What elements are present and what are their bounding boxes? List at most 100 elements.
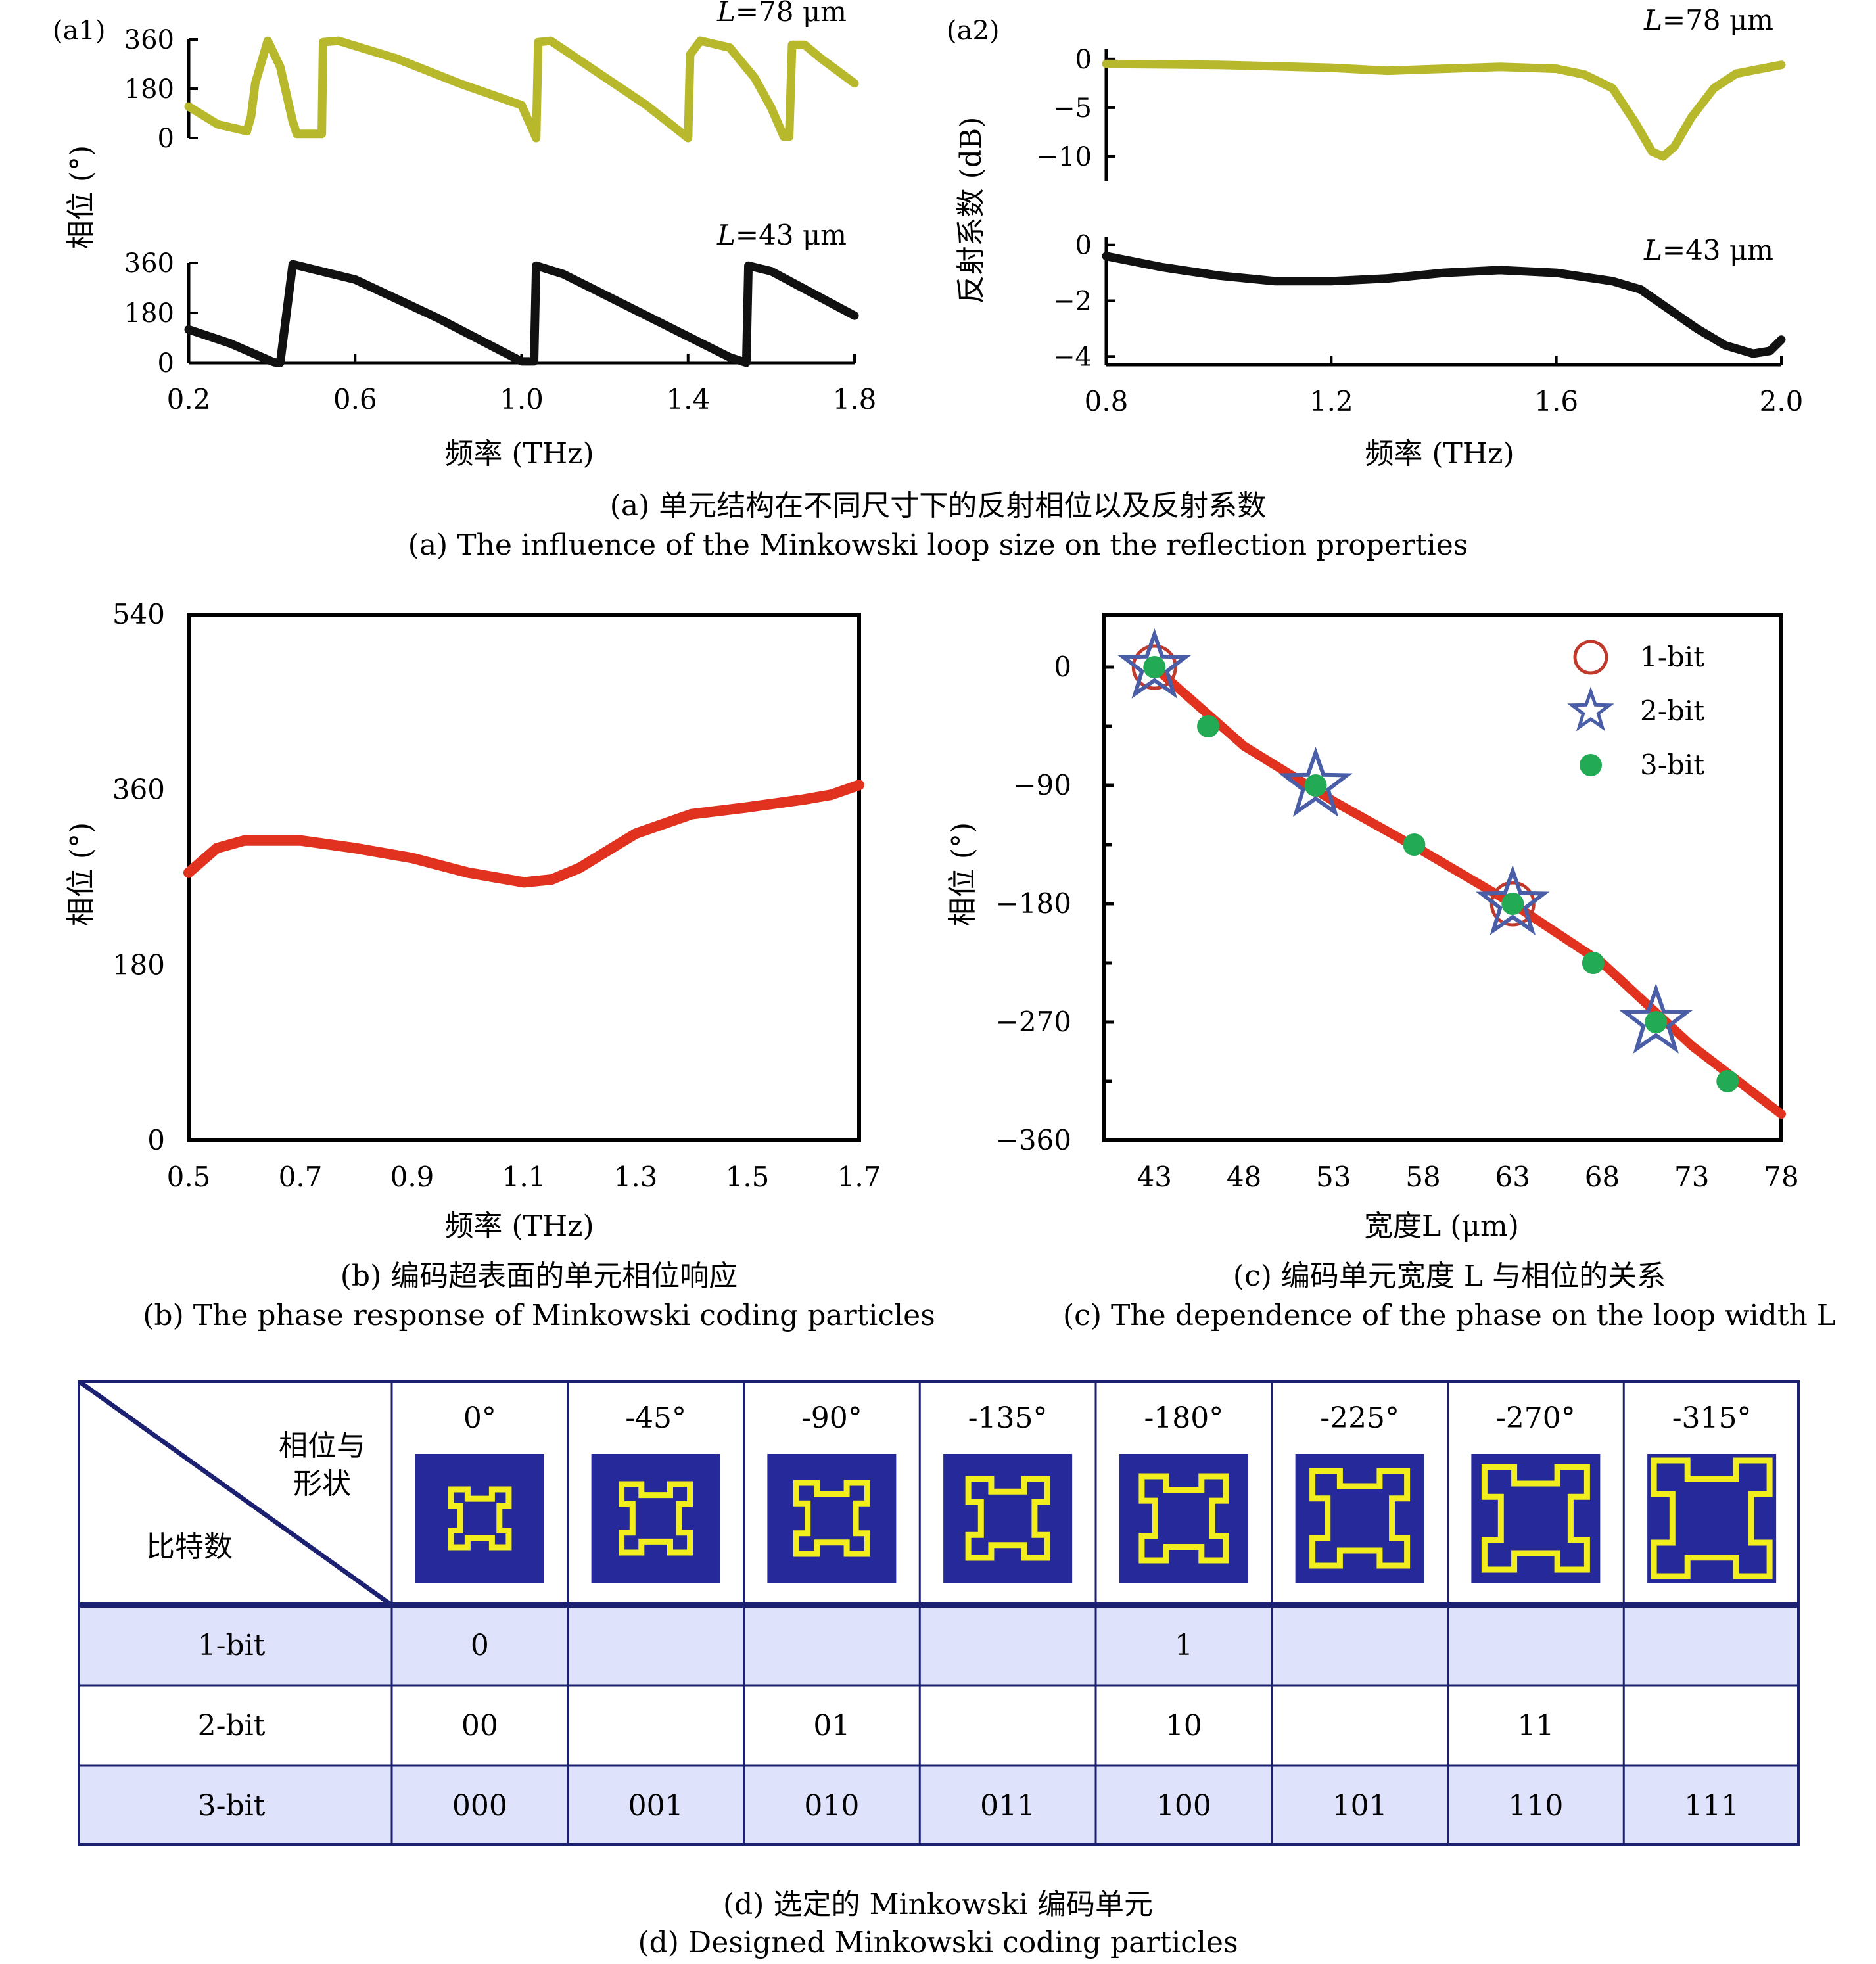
c-y-axis-label: 相位 (°) [946, 822, 979, 926]
y-tick-label: −2 [1053, 287, 1092, 317]
code-cell: 001 [628, 1789, 684, 1823]
minkowski-loop-6 [1481, 1464, 1590, 1573]
code-cell: 010 [804, 1789, 859, 1823]
y-tick-label: 0 [158, 124, 174, 154]
x-tick-label: 43 [1137, 1161, 1172, 1193]
x-tick-label: 0.2 [167, 383, 211, 415]
y-tick-label: 0 [1054, 651, 1071, 683]
y-tick-label: 360 [124, 248, 174, 279]
x-tick-label: 63 [1495, 1161, 1530, 1193]
y-tick-label: −270 [996, 1006, 1071, 1038]
code-cell: 11 [1517, 1709, 1554, 1742]
table-border [78, 1380, 1800, 1846]
y-tick-label: −10 [1037, 142, 1092, 172]
header-label-phase: 相位与 [279, 1429, 365, 1462]
curve-label: L=43 μm [716, 219, 847, 251]
header-diagonal [78, 1380, 394, 1607]
legend-label-3bit: 3-bit [1640, 749, 1704, 781]
point-3bit [1143, 656, 1166, 678]
a2-tag: (a2) [947, 16, 1000, 46]
point-2bit [1619, 983, 1693, 1054]
x-tick-label: 1.7 [837, 1161, 881, 1193]
y-tick-label: 0 [158, 348, 174, 379]
panel-a: (a1) (a2) 相位 (°) 反射系数 (dB) 0 180 360 L=78 μ… [53, 0, 1803, 471]
x-tick-label: 73 [1674, 1161, 1709, 1193]
unit-cell-7 [1647, 1454, 1777, 1583]
code-cell: 011 [980, 1789, 1035, 1823]
caption-a-cn: (a) 单元结构在不同尺寸下的反射相位以及反射系数 [609, 489, 1267, 523]
x-tick-label: 68 [1585, 1161, 1620, 1193]
plot-frame [1102, 613, 1783, 1142]
code-cell: 1 [1175, 1629, 1193, 1662]
a2-x-axis-label: 频率 (THz) [1365, 437, 1514, 471]
phase-vs-width-plot: 0 −90 −180 −270 −360 43 48 53 58 63 68 73 78 1-bit 2-b… [996, 613, 1799, 1193]
panel-b: 0 180 360 540 0.5 0.7 0.9 1.1 1.3 1.5 1.7 相位 (°) 频… [64, 598, 881, 1243]
code-cell: 00 [461, 1709, 498, 1742]
code-cell: 110 [1508, 1789, 1563, 1823]
y-tick-label: 540 [112, 598, 165, 630]
a2-y-axis-label: 反射系数 (dB) [954, 117, 988, 304]
unit-cell-5 [1295, 1454, 1424, 1583]
row-shade [78, 1765, 1800, 1846]
c-x-axis-label: 宽度L (μm) [1364, 1209, 1519, 1243]
minkowski-loop-7 [1651, 1457, 1773, 1579]
minkowski-loop-4 [1138, 1473, 1229, 1564]
caption-a-en: (a) The influence of the Minkowski loop … [408, 528, 1468, 562]
x-tick-label: 1.8 [833, 383, 877, 415]
legend-marker-1bit [1573, 640, 1608, 675]
caption-d-en: (d) Designed Minkowski coding particles [638, 1926, 1238, 1959]
x-tick-label: 1.6 [1534, 385, 1578, 417]
panel-c: 0 −90 −180 −270 −360 43 48 53 58 63 68 73 78 1-bit 2-b… [946, 613, 1799, 1243]
x-tick-label: 1.2 [1309, 385, 1353, 417]
x-tick-label: 1.1 [502, 1161, 546, 1193]
y-tick-label: 0 [1075, 231, 1092, 261]
minkowski-loop-2 [793, 1480, 870, 1557]
legend-label-1bit: 1-bit [1640, 641, 1704, 673]
y-tick-label: 0 [147, 1124, 165, 1156]
code-cell: 101 [1332, 1789, 1388, 1823]
legend-marker-2bit [1567, 686, 1614, 732]
series-line-a1top [184, 36, 859, 143]
x-tick-label: 1.3 [614, 1161, 658, 1193]
y-tick-label: −4 [1053, 342, 1092, 372]
code-cell: 0 [471, 1629, 489, 1662]
a1-top-plot: 0 180 360 L=78 μm [124, 0, 859, 154]
a1-x-axis-label: 频率 (THz) [444, 437, 594, 471]
unit-cell-4 [1119, 1454, 1248, 1583]
x-tick-label: 1.5 [726, 1161, 770, 1193]
phase-curve [183, 780, 864, 888]
point-3bit [1582, 952, 1605, 974]
series-line-a1bot [184, 260, 859, 367]
row-label-1-bit: 1-bit [198, 1629, 266, 1662]
x-tick-label: 0.8 [1085, 385, 1129, 417]
header-label-shape: 形状 [293, 1467, 351, 1501]
phase-header-1: -45° [625, 1401, 686, 1435]
b-y-axis-label: 相位 (°) [64, 822, 98, 926]
x-tick-label: 48 [1227, 1161, 1261, 1193]
x-tick-label: 0.5 [167, 1161, 211, 1193]
a2-bottom-plot: 0 −2 −4 0.8 1.2 1.6 2.0 L=43 μm [1053, 231, 1803, 417]
point-2bit [1117, 628, 1192, 699]
point-2bit [1476, 864, 1550, 935]
curve-label: L=78 μm [716, 0, 847, 28]
x-tick-label: 1.0 [500, 383, 544, 415]
caption-c-en: (c) The dependence of the phase on the l… [1063, 1299, 1836, 1332]
caption-b-en: (b) The phase response of Minkowski codi… [143, 1299, 935, 1332]
x-tick-label: 0.9 [390, 1161, 434, 1193]
x-tick-label: 58 [1405, 1161, 1440, 1193]
a2-top-plot: 0 −5 −10 L=78 μm [1037, 4, 1786, 181]
caption-d-cn: (d) 选定的 Minkowski 编码单元 [722, 1888, 1154, 1921]
point-3bit [1716, 1070, 1739, 1092]
series-line-a2top [1102, 59, 1786, 161]
code-cell: 10 [1165, 1709, 1202, 1742]
x-tick-label: 53 [1316, 1161, 1351, 1193]
minkowski-loop-3 [965, 1476, 1050, 1561]
phase-response-plot: 0 180 360 540 0.5 0.7 0.9 1.1 1.3 1.5 1.7 [112, 598, 881, 1193]
point-3bit [1304, 774, 1327, 797]
series-line-a2bot [1102, 252, 1786, 358]
minkowski-loop-5 [1309, 1468, 1411, 1569]
phase-header-7: -315° [1672, 1401, 1752, 1435]
legend-label-2bit: 2-bit [1640, 695, 1704, 727]
unit-cell-1 [591, 1454, 720, 1583]
